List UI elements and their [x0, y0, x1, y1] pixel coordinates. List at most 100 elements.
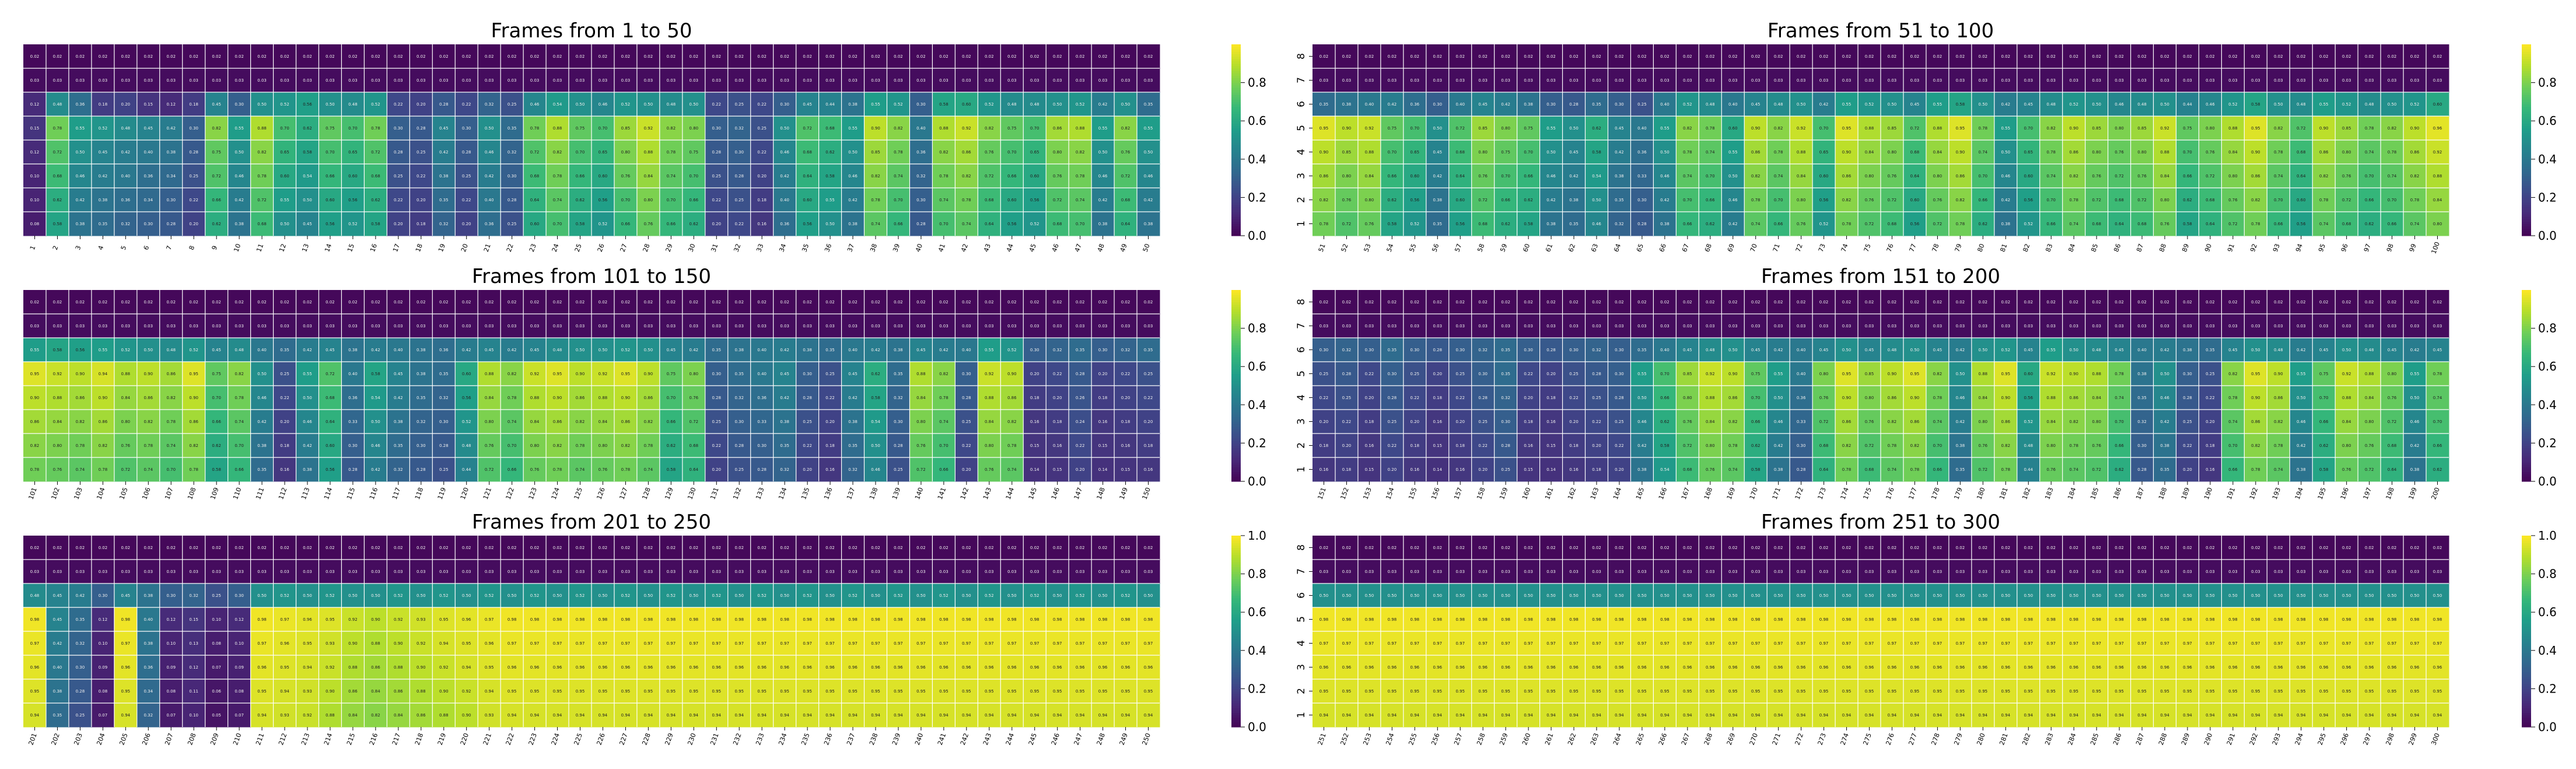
cell-value-label: 0.74 [144, 467, 153, 472]
cell-value-label: 0.80 [1865, 396, 1874, 400]
colorbar-swatch [2522, 429, 2531, 432]
cell-value-label: 0.88 [53, 396, 62, 400]
cell-value-label: 0.03 [1842, 78, 1852, 83]
cell-value-label: 0.66 [2388, 222, 2397, 226]
cell-value-label: 0.02 [2342, 54, 2351, 59]
colorbar-swatch [1231, 312, 1241, 314]
cell-value-label: 0.66 [1683, 222, 1692, 226]
colorbar-swatch [2522, 157, 2531, 160]
cell-value-label: 0.02 [439, 546, 449, 550]
cell-value-label: 0.72 [212, 174, 221, 179]
cell-value-label: 0.82 [1076, 150, 1085, 155]
colorbar-swatch [1231, 231, 1241, 234]
cell-value-label: 0.30 [1098, 348, 1108, 352]
cell-value-label: 0.66 [212, 420, 221, 424]
cell-value-label: 0.52 [439, 593, 449, 598]
cell-value-label: 0.90 [871, 126, 880, 131]
cell-value-label: 0.02 [530, 300, 540, 305]
cell-value-label: 0.24 [1076, 420, 1085, 424]
cell-value-label: 0.22 [394, 198, 403, 202]
cell-value-label: 0.02 [1979, 300, 1988, 305]
colorbar-swatch [1231, 429, 1241, 432]
cell-value-label: 0.38 [1637, 467, 1647, 472]
cell-value-label: 0.50 [257, 593, 267, 598]
cell-value-label: 0.74 [1979, 150, 1988, 155]
x-tick-label: 152 [1339, 487, 1350, 501]
cell-value-label: 0.02 [1728, 300, 1738, 305]
cell-value-label: 0.36 [1797, 396, 1806, 400]
cell-value-label: 0.02 [1933, 300, 1943, 305]
cell-value-label: 0.02 [962, 300, 971, 305]
cell-value-label: 0.82 [212, 126, 221, 131]
cell-value-label: 0.10 [30, 174, 40, 179]
colorbar-tick-label: 0.4 [1248, 152, 1266, 166]
x-tick-label: 174 [1839, 487, 1850, 501]
cell-value-label: 0.02 [1478, 300, 1488, 305]
cell-value-label: 0.72 [2297, 126, 2306, 131]
cell-value-label: 0.38 [848, 102, 858, 107]
x-tick-label: 35 [800, 243, 810, 253]
colorbar-swatch [1231, 183, 1241, 186]
cell-value-label: 0.02 [76, 546, 85, 550]
cell-value-label: 0.02 [576, 546, 585, 550]
cell-value-label: 0.82 [76, 420, 85, 424]
cell-value-label: 0.84 [985, 420, 994, 424]
colorbar-swatch [1231, 118, 1241, 121]
cell-value-label: 0.36 [1410, 102, 1420, 107]
cell-value-label: 0.02 [1569, 300, 1578, 305]
colorbar-swatch [1231, 83, 1241, 86]
cell-value-label: 0.38 [1569, 198, 1578, 202]
cell-value-label: 0.50 [1888, 102, 1897, 107]
cell-value-label: 0.03 [894, 569, 903, 574]
cell-value-label: 0.90 [1842, 396, 1852, 400]
cell-value-label: 0.20 [1030, 372, 1040, 376]
cell-value-label: 0.98 [621, 617, 631, 622]
cell-value-label: 0.68 [1053, 222, 1062, 226]
cell-value-label: 0.22 [2206, 396, 2215, 400]
cell-value-label: 0.84 [644, 174, 653, 179]
cell-value-label: 0.88 [985, 396, 994, 400]
cell-value-label: 0.03 [1979, 324, 1988, 328]
cell-value-label: 0.50 [1728, 174, 1738, 179]
cell-value-label: 0.58 [1751, 467, 1760, 472]
x-tick-label: 106 [141, 487, 152, 501]
cell-value-label: 0.46 [2297, 420, 2306, 424]
cell-value-label: 0.80 [2206, 126, 2215, 131]
cell-value-label: 0.75 [2183, 126, 2192, 131]
cell-value-label: 0.62 [576, 198, 585, 202]
cell-value-label: 0.03 [348, 324, 358, 328]
cell-value-label: 0.03 [894, 324, 903, 328]
cell-value-label: 0.56 [348, 198, 358, 202]
cell-value-label: 0.02 [1842, 300, 1852, 305]
cell-value-label: 0.92 [462, 689, 471, 694]
cell-value-label: 0.78 [871, 198, 880, 202]
cell-value-label: 0.82 [553, 443, 562, 448]
cell-value-label: 0.03 [530, 569, 540, 574]
cell-value-label: 0.03 [235, 78, 244, 83]
cell-value-label: 0.25 [2183, 420, 2192, 424]
cell-value-label: 0.72 [1910, 126, 1920, 131]
cell-value-label: 0.40 [757, 372, 766, 376]
cell-value-label: 0.74 [962, 222, 971, 226]
cell-value-label: 0.70 [667, 396, 676, 400]
cell-value-label: 0.97 [962, 641, 971, 646]
cell-value-label: 0.98 [825, 617, 835, 622]
cell-value-label: 0.42 [1433, 174, 1442, 179]
x-tick-label: 37 [846, 243, 856, 253]
x-tick-label: 82 [2021, 243, 2031, 253]
cell-value-label: 0.92 [1365, 126, 1374, 131]
cell-value-label: 0.95 [1007, 689, 1017, 694]
cell-value-label: 0.02 [1053, 546, 1062, 550]
cell-value-label: 0.02 [1683, 300, 1692, 305]
cell-value-label: 0.72 [2137, 198, 2147, 202]
cell-value-label: 0.42 [780, 348, 789, 352]
cell-value-label: 0.82 [235, 372, 244, 376]
cell-value-label: 0.60 [326, 443, 335, 448]
cell-value-label: 0.02 [1501, 300, 1510, 305]
colorbar-swatch [2522, 59, 2531, 62]
cell-value-label: 0.84 [2160, 174, 2169, 179]
colorbar-swatch [2522, 333, 2531, 336]
cell-value-label: 0.32 [894, 396, 903, 400]
